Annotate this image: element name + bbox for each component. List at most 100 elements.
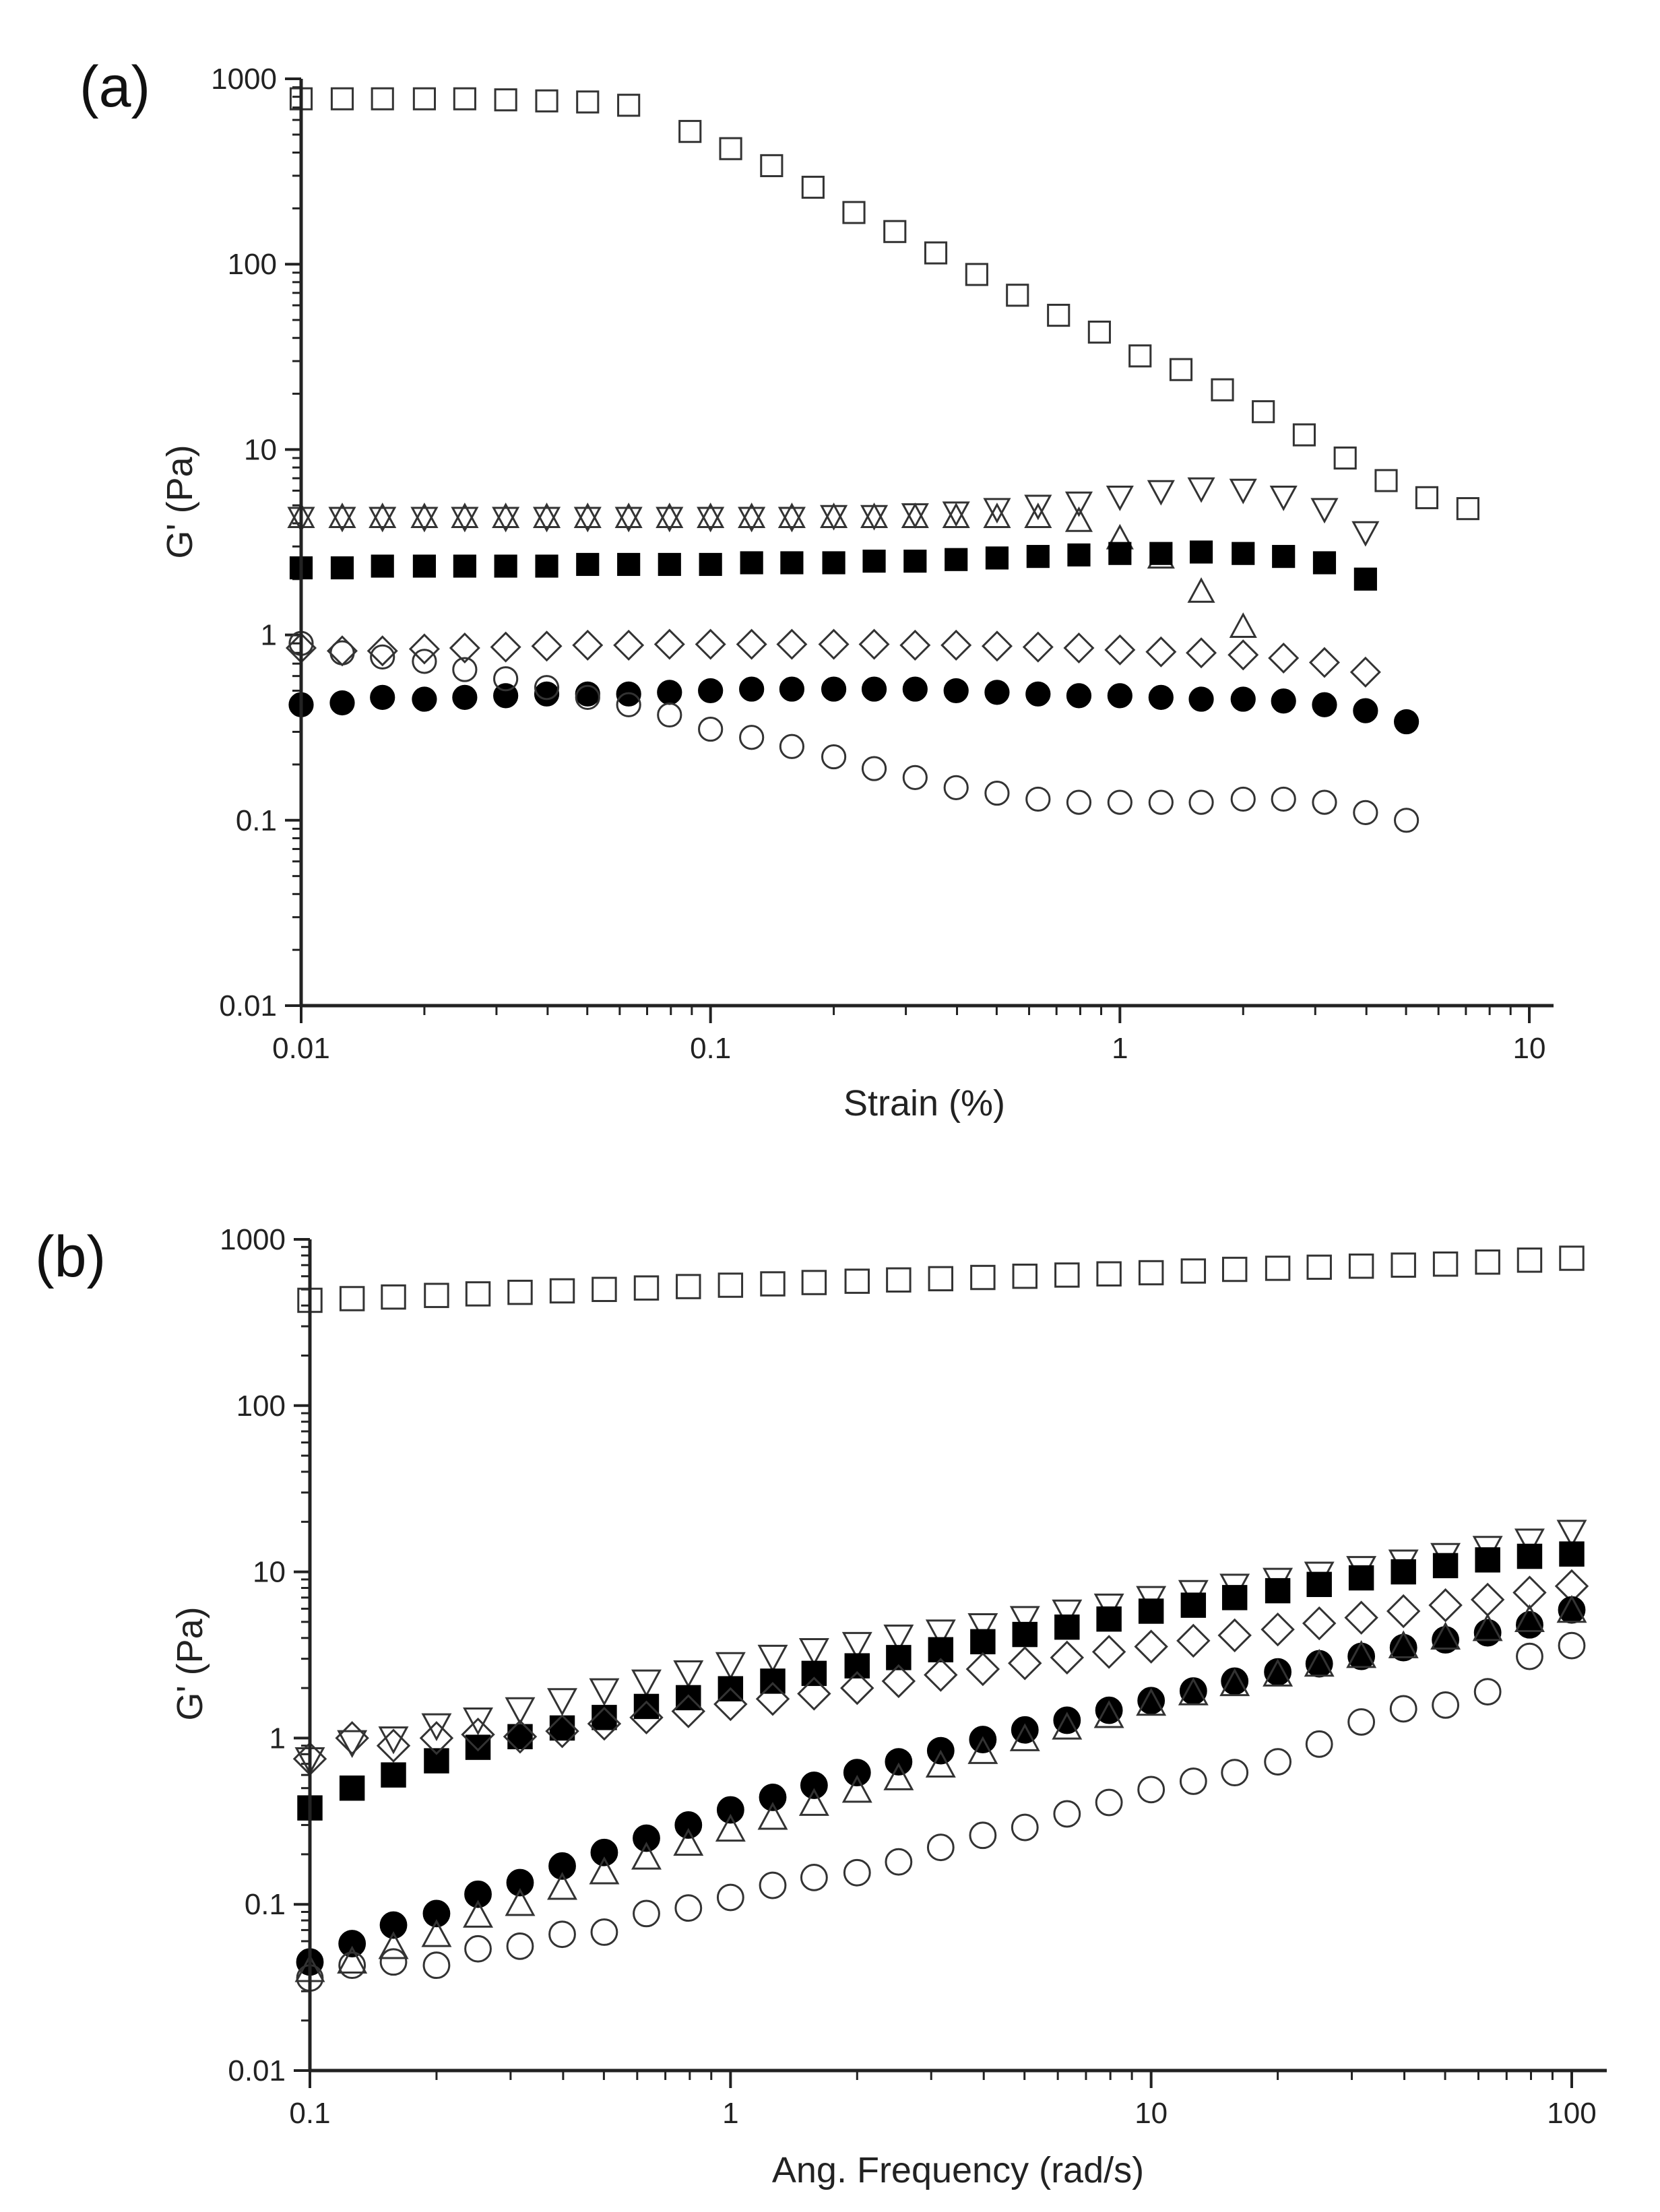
data-point-open-diamond — [1428, 1588, 1463, 1623]
data-point-open-diamond — [1134, 1629, 1168, 1664]
data-point-filled-circle — [412, 686, 437, 712]
panel-a-axes — [299, 79, 1554, 1008]
data-point-open-circle — [800, 1863, 828, 1891]
data-point-open-circle — [338, 1951, 366, 1980]
y-tick-label: 100 — [228, 248, 277, 281]
data-point-filled-square — [699, 552, 722, 577]
data-point-open-triangle-up — [820, 502, 848, 529]
data-point-filled-square — [1096, 1606, 1122, 1632]
data-point-filled-circle — [739, 676, 765, 702]
data-point-filled-circle — [548, 1852, 576, 1880]
data-point-open-triangle-down — [656, 507, 684, 533]
data-point-open-triangle-down — [547, 1688, 577, 1716]
data-point-open-triangle-down — [378, 1726, 409, 1755]
data-point-open-circle — [1230, 786, 1256, 812]
y-tick-label: 0.01 — [228, 2054, 286, 2087]
data-point-open-triangle-up — [1052, 1712, 1083, 1740]
data-point-open-circle — [698, 716, 724, 742]
data-point-open-square — [1211, 378, 1234, 401]
data-point-open-square — [535, 89, 558, 112]
data-point-open-square — [760, 154, 784, 178]
y-tick-label: 10 — [253, 1556, 286, 1589]
data-point-filled-square — [1272, 545, 1296, 568]
data-point-open-diamond — [1091, 1635, 1126, 1669]
data-point-open-square — [1128, 344, 1152, 368]
data-point-filled-square — [1391, 1559, 1416, 1585]
y-tick-label: 10 — [244, 433, 277, 466]
data-point-filled-square — [780, 551, 804, 575]
data-point-open-circle — [1148, 789, 1174, 815]
data-point-open-circle — [657, 702, 682, 728]
data-point-open-triangle-down — [883, 1624, 914, 1653]
data-point-open-triangle-up — [1556, 1594, 1587, 1623]
data-point-open-diamond — [1145, 636, 1177, 668]
data-point-open-circle — [548, 1920, 576, 1949]
data-point-open-square — [844, 1268, 870, 1294]
panel-a-y-axis-title: G' (Pa) — [160, 445, 200, 558]
data-point-open-diamond — [376, 1728, 411, 1763]
data-point-open-triangle-up — [1472, 1613, 1503, 1641]
data-point-open-triangle-down — [983, 498, 1011, 524]
data-point-open-circle — [616, 692, 641, 717]
data-point-open-triangle-up — [757, 1802, 788, 1830]
data-point-open-triangle-down — [1187, 477, 1215, 503]
data-point-open-diamond — [461, 1717, 495, 1752]
data-point-filled-square — [339, 1775, 365, 1801]
data-point-filled-circle — [716, 1796, 744, 1824]
data-point-open-square — [719, 137, 742, 160]
data-point-open-triangle-down — [589, 1678, 620, 1706]
data-point-open-triangle-up — [1430, 1621, 1461, 1650]
data-point-filled-square — [1432, 1553, 1459, 1579]
data-point-open-square — [1138, 1260, 1164, 1286]
data-point-open-circle — [861, 756, 887, 781]
data-point-open-triangle-down — [1147, 480, 1175, 506]
panel-b-x-axis-title: Ang. Frequency (rad/s) — [772, 2150, 1144, 2190]
data-point-filled-square — [617, 552, 641, 577]
data-point-open-circle — [1011, 1813, 1039, 1842]
data-point-open-triangle-down — [614, 507, 643, 533]
data-point-open-square — [678, 120, 702, 143]
data-point-open-diamond — [408, 633, 440, 665]
data-point-open-triangle-up — [1024, 502, 1052, 529]
data-point-open-square — [617, 94, 641, 117]
data-point-open-triangle-down — [337, 1730, 368, 1759]
data-point-open-diamond — [335, 1721, 369, 1755]
data-point-open-triangle-down — [369, 507, 397, 533]
data-point-open-square — [1391, 1252, 1416, 1278]
data-point-open-diamond — [981, 630, 1013, 662]
data-point-filled-circle — [329, 690, 355, 716]
data-point-open-diamond — [1217, 1618, 1252, 1653]
data-point-open-circle — [506, 1932, 534, 1960]
data-point-open-circle — [1389, 1695, 1417, 1723]
data-point-filled-circle — [534, 681, 560, 707]
data-point-open-circle — [759, 1871, 787, 1899]
data-point-filled-square — [549, 1715, 575, 1741]
data-point-open-diamond — [1308, 647, 1340, 678]
x-tick-label: 100 — [1547, 2097, 1596, 2130]
data-point-open-circle — [1221, 1759, 1249, 1787]
data-point-open-triangle-down — [715, 1652, 746, 1681]
data-point-open-square — [381, 1284, 406, 1310]
data-point-open-circle — [1353, 800, 1378, 826]
data-point-open-circle — [412, 649, 437, 674]
data-point-filled-circle — [1011, 1716, 1039, 1744]
data-point-open-triangle-down — [1351, 521, 1380, 547]
data-point-open-diamond — [1104, 634, 1136, 665]
data-point-filled-square — [1149, 542, 1173, 565]
data-point-filled-circle — [338, 1930, 366, 1957]
data-point-filled-circle — [861, 676, 887, 702]
data-point-filled-circle — [506, 1868, 534, 1897]
data-point-filled-square — [760, 1668, 786, 1694]
data-point-open-circle — [1179, 1767, 1207, 1795]
data-point-open-diamond — [818, 628, 850, 660]
data-point-filled-square — [412, 554, 437, 578]
data-point-filled-square — [1067, 543, 1091, 566]
data-point-filled-square — [1232, 542, 1255, 565]
data-point-open-triangle-down — [328, 507, 356, 533]
data-point-open-diamond — [1022, 631, 1054, 663]
data-point-open-circle — [575, 684, 600, 711]
data-point-open-diamond — [419, 1721, 454, 1755]
data-point-open-triangle-up — [1263, 1658, 1294, 1687]
data-point-open-circle — [464, 1934, 492, 1963]
data-point-open-triangle-up — [883, 1762, 914, 1790]
